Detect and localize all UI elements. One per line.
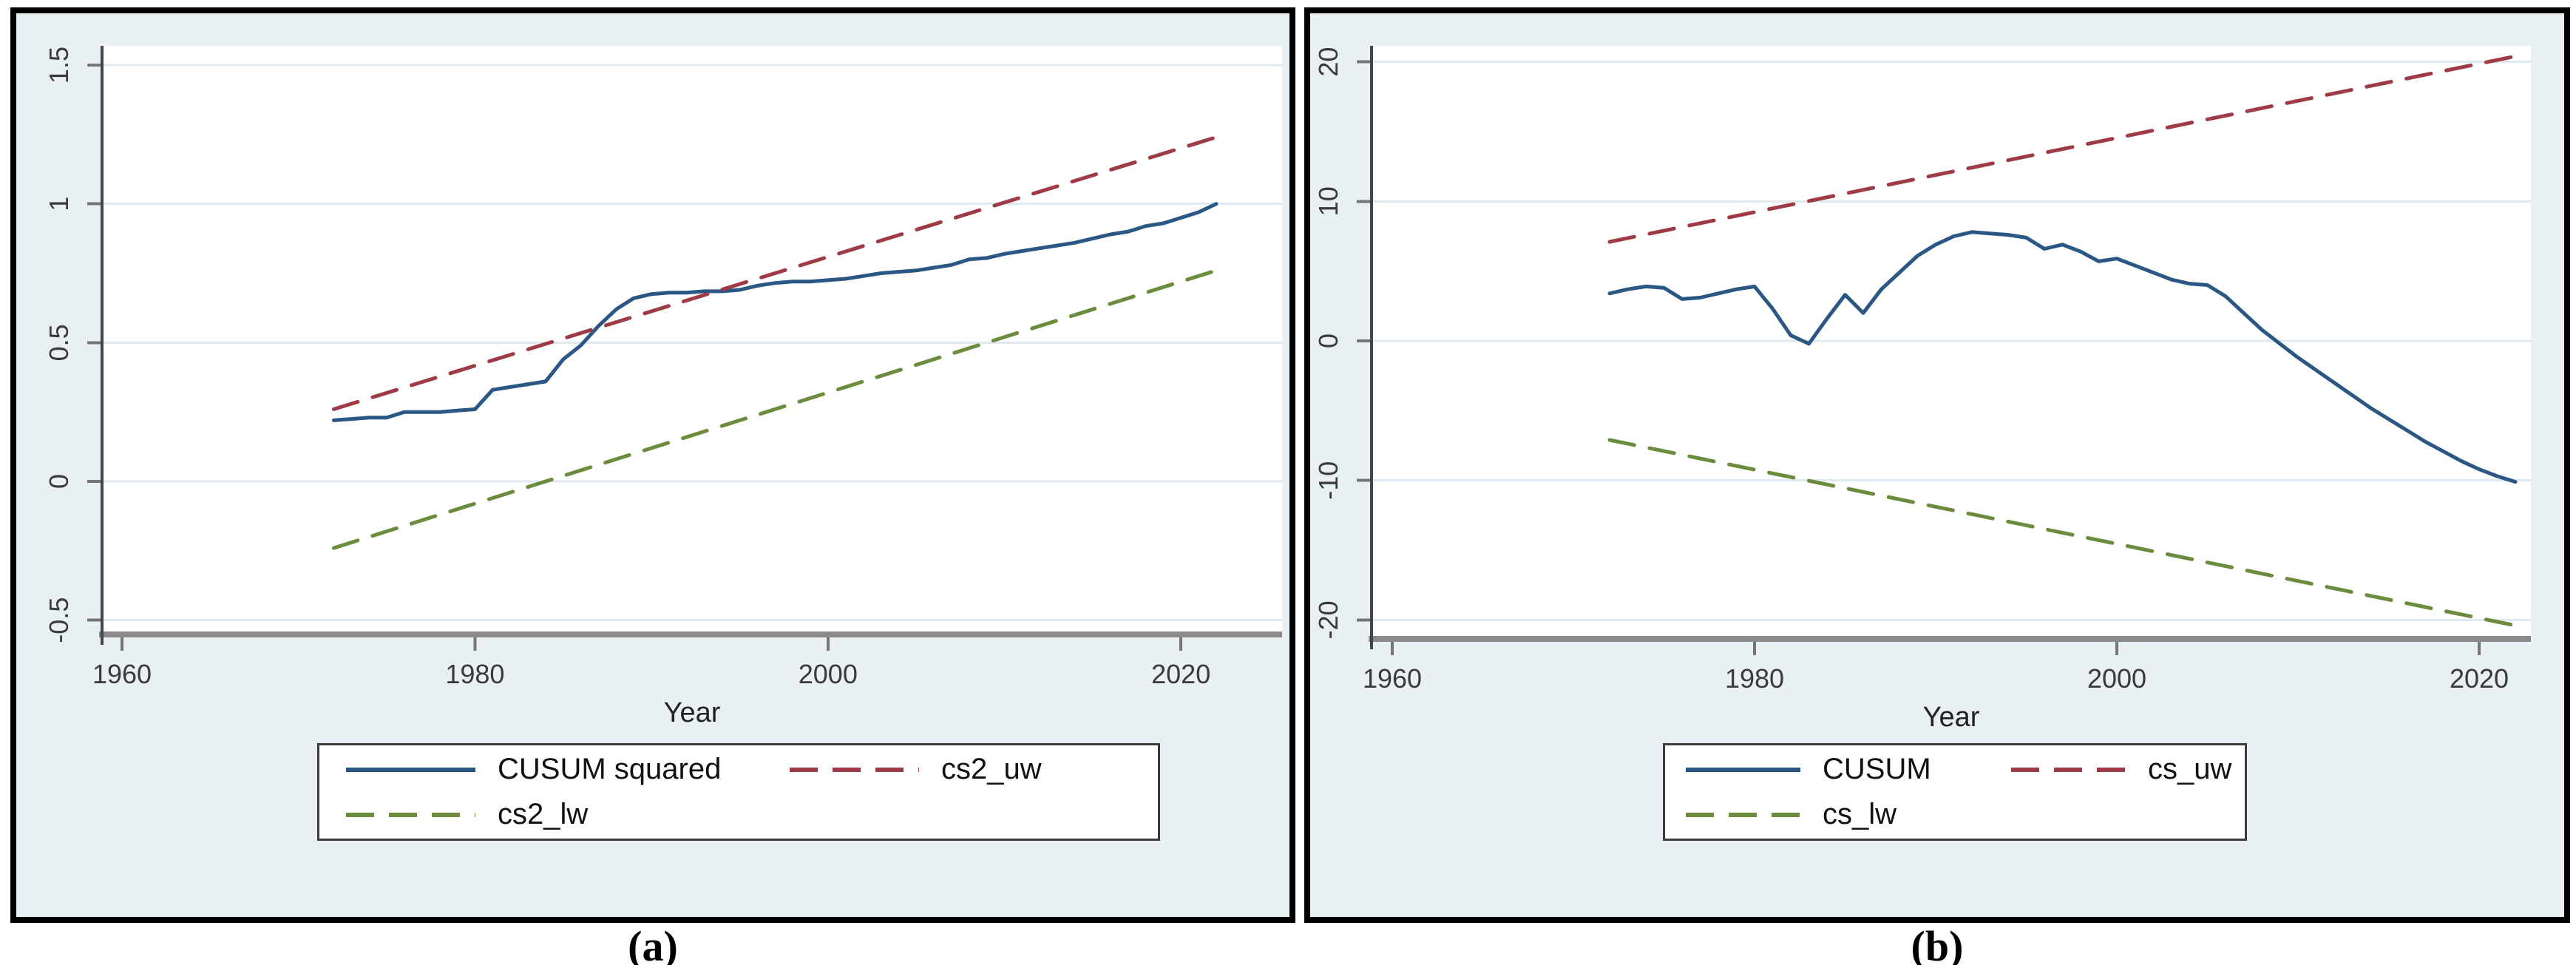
x-tick-label: 2000 <box>2087 663 2146 694</box>
cusum-line-swatch <box>1686 767 1800 772</box>
y-tick-label: 0 <box>1313 333 1343 348</box>
x-tick-label: 1980 <box>1725 663 1784 694</box>
plot-area <box>102 46 1282 632</box>
series-cs_uw <box>1607 54 2518 244</box>
cs2-uw-line-swatch <box>790 767 919 772</box>
x-tick-label: 2020 <box>2450 663 2509 694</box>
y-tick-label: -0.5 <box>44 597 74 643</box>
x-tick-label: 1960 <box>1363 663 1422 694</box>
series-cusum <box>1607 230 2518 484</box>
legend-entry-cs2-lw: cs2_lw <box>346 798 790 831</box>
y-tick-label: 1.5 <box>44 47 74 84</box>
y-tick-label: 0 <box>44 474 74 489</box>
cs-uw-line-swatch <box>2011 767 2126 772</box>
legend-entry-cs2-uw: cs2_uw <box>790 753 1158 786</box>
legend-entry-cusum: CUSUM <box>1686 753 2011 786</box>
caption-panel-b: (b) <box>1911 922 1964 965</box>
legend-entry-cs-lw: cs_lw <box>1686 798 2011 831</box>
series-cusum-squared <box>331 202 1218 422</box>
legend-panel-a: CUSUM squared cs2_uw cs2_lw <box>317 743 1160 841</box>
cs-lw-line-swatch <box>1686 812 1800 817</box>
x-axis-title: Year <box>664 697 721 728</box>
cs2-lw-line-swatch <box>346 812 475 817</box>
legend-label-cs2-lw: cs2_lw <box>498 798 589 830</box>
legend-entry-cs-uw: cs_uw <box>2011 753 2245 786</box>
legend-label-cs-lw: cs_lw <box>1823 798 1897 830</box>
cusum-squared-line-swatch <box>346 767 475 772</box>
x-tick-label: 2020 <box>1151 659 1210 689</box>
y-tick-label: 20 <box>1313 47 1343 77</box>
panel-b-plot: -20 -10 0 10 20 1960 1980 2000 2020 Year <box>1313 46 2531 733</box>
panel-a-plot: -0.5 0 0.5 1 1.5 1960 1980 2000 2020 Year <box>44 46 1282 728</box>
x-tick-label: 1980 <box>445 659 504 689</box>
legend-label-cusum: CUSUM <box>1823 753 1931 785</box>
series-cs2_lw <box>331 268 1218 550</box>
legend-panel-b: CUSUM cs_uw cs_lw <box>1663 743 2247 841</box>
legend-label-cs-uw: cs_uw <box>2148 753 2232 785</box>
panel-a-cusum-squared: -0.5 0 0.5 1 1.5 1960 1980 2000 2020 Year CUSUM s… <box>10 7 1295 923</box>
legend-label-cs2-uw: cs2_uw <box>941 753 1042 785</box>
x-axis-title: Year <box>1923 702 1980 733</box>
y-tick-label: 0.5 <box>44 324 74 361</box>
x-tick-label: 1960 <box>92 659 152 689</box>
y-tick-label: 10 <box>1313 186 1343 216</box>
series-cs_lw <box>1607 438 2518 628</box>
y-tick-label: 1 <box>44 197 74 211</box>
y-tick-label: -10 <box>1313 461 1343 500</box>
x-tick-label: 2000 <box>799 659 858 689</box>
legend-label-cusum-squared: CUSUM squared <box>498 753 722 785</box>
caption-panel-a: (a) <box>628 922 678 965</box>
series-cs2_uw <box>331 135 1218 411</box>
y-tick-label: -20 <box>1313 600 1343 639</box>
panel-b-cusum: -20 -10 0 10 20 1960 1980 2000 2020 Year CUSUM cs… <box>1304 7 2570 923</box>
legend-entry-cusum-squared: CUSUM squared <box>346 753 790 786</box>
